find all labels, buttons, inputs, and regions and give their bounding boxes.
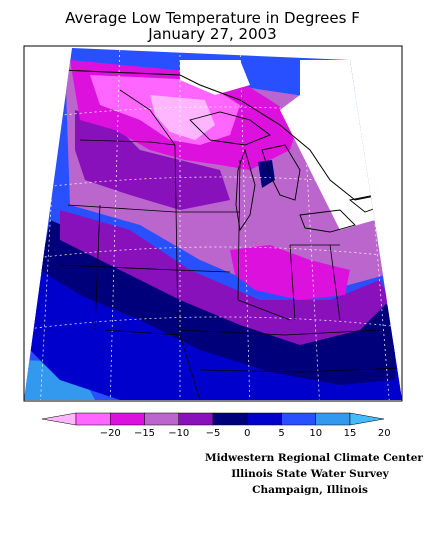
legend-swatch (75, 412, 111, 426)
credits: Midwestern Regional Climate Center Illin… (205, 450, 423, 498)
credits-line1: Midwestern Regional Climate Center (205, 452, 423, 464)
legend-tick-label: −20 (100, 428, 121, 439)
state-boundaries (59, 89, 401, 400)
no-data-area (280, 60, 375, 230)
zone-interior-purple (75, 110, 230, 210)
legend-swatch (110, 412, 145, 426)
legend-arrow-high (349, 412, 385, 426)
legend-tick-label: 5 (278, 428, 284, 439)
zone-cold-spot (258, 160, 275, 188)
legend-tick-label: −10 (168, 428, 189, 439)
temperature-fill (24, 48, 402, 400)
legend-tick-label: 20 (378, 428, 391, 439)
zone-0-to-5 (60, 210, 390, 345)
legend-tick-label: −5 (206, 428, 221, 439)
legend-swatch (315, 412, 351, 426)
legend-tick-label: −15 (134, 428, 155, 439)
legend-swatch (178, 412, 214, 426)
legend-arrow-low (41, 412, 77, 426)
legend-swatch (144, 412, 179, 426)
no-data-area-north (180, 60, 250, 95)
map-frame-top (23, 45, 403, 402)
legend-tick-label: 15 (344, 428, 357, 439)
legend-colorbar (41, 412, 385, 426)
credits-line3: Champaign, Illinois (252, 484, 368, 496)
legend-labels: −20 −15 −10 −5 0 5 10 15 20 (100, 428, 391, 439)
legend-tick-label: 0 (244, 428, 250, 439)
map-title-line1: Average Low Temperature in Degrees F (65, 9, 360, 27)
canada-border (59, 69, 381, 201)
great-lakes (189, 111, 386, 233)
legend-tick-label: 10 (309, 428, 322, 439)
credits-line2: Illinois State Water Survey (231, 468, 389, 480)
legend-swatch (212, 412, 248, 426)
legend-swatch (247, 412, 282, 426)
map-title: Average Low Temperature in Degrees F Jan… (0, 10, 425, 42)
map-title-line2: January 27, 2003 (148, 25, 277, 43)
legend-swatch (281, 412, 316, 426)
zone-magenta-lower (230, 245, 350, 300)
